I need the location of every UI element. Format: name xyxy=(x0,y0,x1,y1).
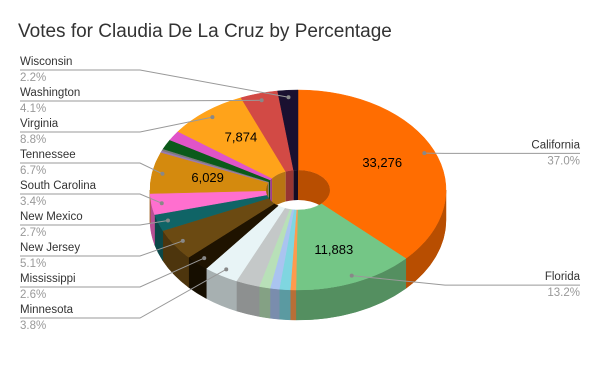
callout-line xyxy=(20,240,183,257)
callout-line xyxy=(20,193,162,204)
percent-label: 13.2% xyxy=(547,287,580,299)
callout-dot xyxy=(286,95,291,100)
percent-label: 3.4% xyxy=(20,196,46,208)
callout-dot xyxy=(159,201,164,206)
slice-side xyxy=(269,287,280,320)
callout-dot xyxy=(180,238,185,243)
callout-dot xyxy=(160,171,165,176)
callout-line xyxy=(20,99,262,102)
callout-dot xyxy=(259,98,264,103)
category-label: Washington xyxy=(20,87,80,99)
percent-label: 2.6% xyxy=(20,289,46,301)
value-label: 11,883 xyxy=(314,242,353,257)
slice-side xyxy=(258,286,271,319)
slice-side xyxy=(278,288,291,321)
category-label: South Carolina xyxy=(20,180,97,192)
callout-line xyxy=(351,275,580,286)
percent-label: 4.1% xyxy=(20,103,46,115)
slice-inner-side xyxy=(293,170,298,201)
category-label: Virginia xyxy=(20,118,59,130)
value-label: 7,874 xyxy=(225,130,258,145)
callout-line xyxy=(20,162,163,175)
callout-dot xyxy=(224,267,229,272)
percent-label: 37.0% xyxy=(547,155,580,167)
category-label: Tennessee xyxy=(20,149,76,161)
callout-line xyxy=(20,69,289,98)
value-label: 6,029 xyxy=(191,170,224,185)
category-label: New Mexico xyxy=(20,211,83,223)
slice xyxy=(295,203,407,291)
slice-side xyxy=(290,289,297,321)
callout-line xyxy=(20,116,213,133)
callout-line xyxy=(20,257,205,288)
chart-title: Votes for Claudia De La Cruz by Percenta… xyxy=(18,21,392,42)
category-label: Minnesota xyxy=(20,304,74,316)
slice-inner-side xyxy=(272,171,286,209)
category-label: Wisconsin xyxy=(20,56,72,68)
top-faces xyxy=(149,89,447,291)
value-label: 33,276 xyxy=(362,155,402,170)
callout-dot xyxy=(210,115,215,120)
category-label: Florida xyxy=(545,271,581,283)
callout-dot xyxy=(349,273,354,278)
percent-label: 5.1% xyxy=(20,258,46,270)
callout-dot xyxy=(202,256,207,261)
percent-label: 3.8% xyxy=(20,320,46,332)
percent-label: 8.8% xyxy=(20,134,46,146)
percent-label: 6.7% xyxy=(20,165,46,177)
percent-label: 2.2% xyxy=(20,72,46,84)
category-label: Mississippi xyxy=(20,273,76,285)
callout-dot xyxy=(165,218,170,223)
slice-inner-side xyxy=(298,170,330,210)
slice-inner-side xyxy=(285,170,294,202)
percent-label: 2.7% xyxy=(20,227,46,239)
callout-dot xyxy=(422,151,427,156)
category-label: New Jersey xyxy=(20,242,80,254)
category-label: California xyxy=(531,139,580,151)
callout-line xyxy=(20,268,227,319)
slice-side xyxy=(236,280,260,317)
callout-line xyxy=(20,220,169,226)
